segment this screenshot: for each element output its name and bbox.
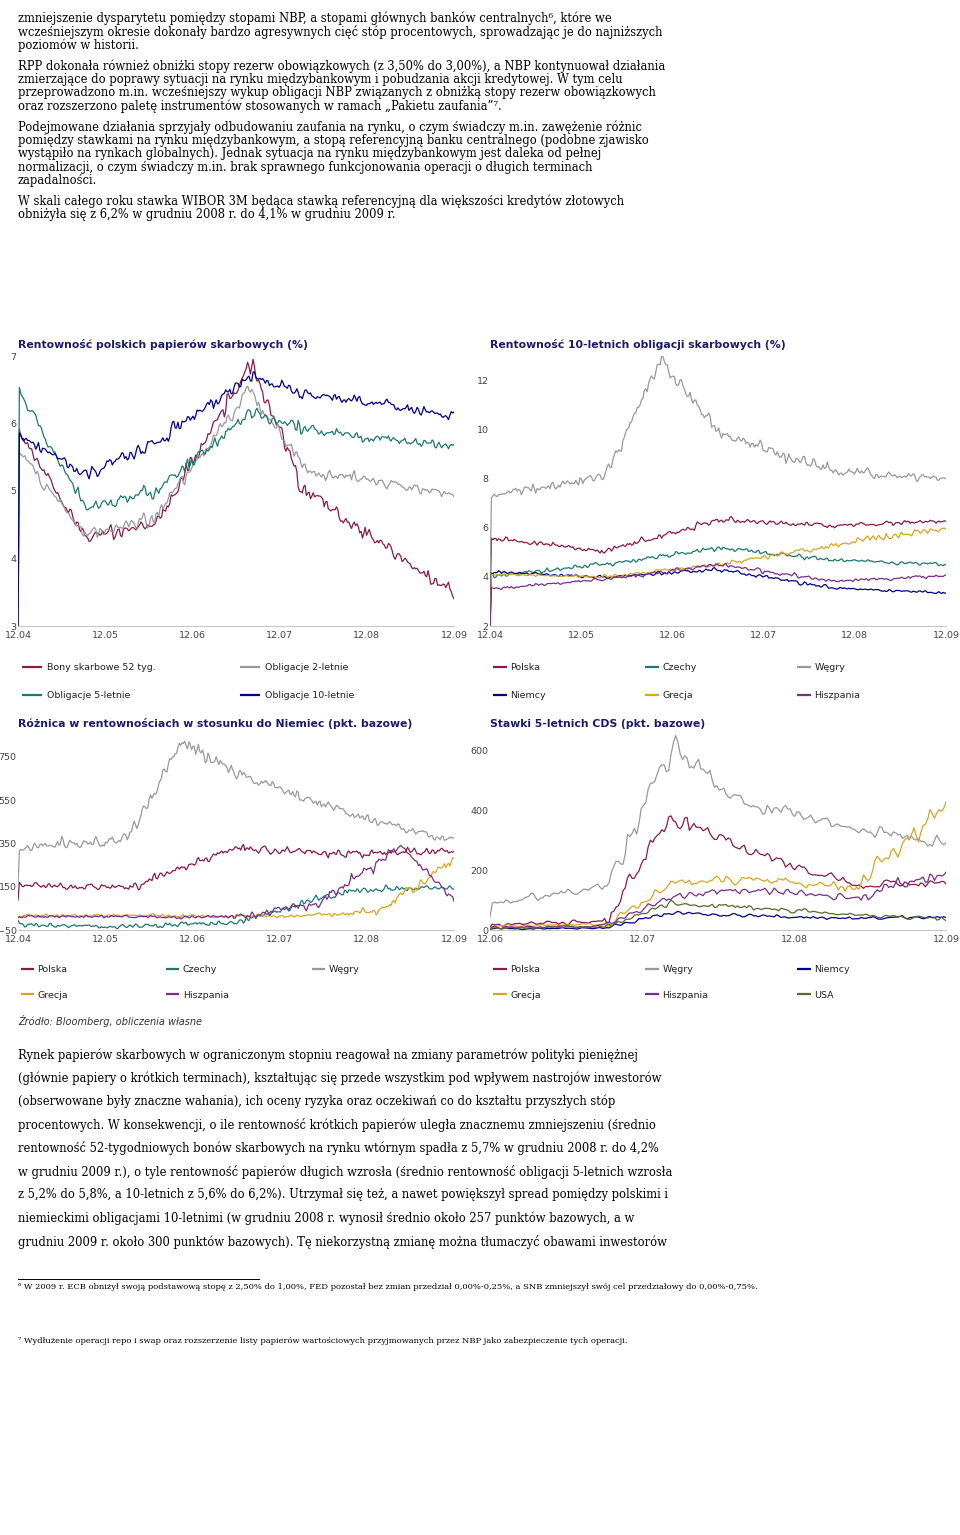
Text: niemieckimi obligacjami 10-letnimi (w grudniu 2008 r. wynosił średnio około 257 : niemieckimi obligacjami 10-letnimi (w gr… [18,1211,635,1225]
Text: zapadalności.: zapadalności. [18,175,97,187]
Text: Węgry: Węgry [662,966,693,975]
Text: Stawki 5-letnich CDS (pkt. bazowe): Stawki 5-letnich CDS (pkt. bazowe) [490,718,706,729]
Text: rentowność 52-tygodniowych bonów skarbowych na rynku wtórnym spadła z 5,7% w gru: rentowność 52-tygodniowych bonów skarbow… [18,1142,659,1156]
Text: ⁷ Wydłużenie operacji repo i swap oraz rozszerzenie listy papierów wartościowych: ⁷ Wydłużenie operacji repo i swap oraz r… [18,1337,628,1345]
Text: w grudniu 2009 r.), o tyle rentowność papierów długich wzrosła (średnio rentowno: w grudniu 2009 r.), o tyle rentowność pa… [18,1165,672,1179]
Text: (głównie papiery o krótkich terminach), kształtując się przede wszystkim pod wpł: (głównie papiery o krótkich terminach), … [18,1071,661,1085]
Text: Obligacje 10-letnie: Obligacje 10-letnie [265,691,355,700]
Text: Hiszpania: Hiszpania [814,691,860,700]
Text: Węgry: Węgry [814,663,846,672]
Text: ⁶ W 2009 r. ECB obniżył swoją podstawową stopę z 2,50% do 1,00%, FED pozostał be: ⁶ W 2009 r. ECB obniżył swoją podstawową… [18,1283,757,1291]
Text: obniżyła się z 6,2% w grudniu 2008 r. do 4,1% w grudniu 2009 r.: obniżyła się z 6,2% w grudniu 2008 r. do… [18,209,396,221]
Text: Rentowność polskich papierów skarbowych (%): Rentowność polskich papierów skarbowych … [18,339,308,350]
Text: poziomów w historii.: poziomów w historii. [18,38,139,52]
Text: RPP dokonała również obniżki stopy rezerw obowiązkowych (z 3,50% do 3,00%), a NB: RPP dokonała również obniżki stopy rezer… [18,60,665,74]
Text: Rynek papierów skarbowych w ograniczonym stopniu reagował na zmiany parametrów p: Rynek papierów skarbowych w ograniczonym… [18,1048,637,1062]
Text: Czechy: Czechy [183,966,217,975]
Text: Źródło: Bloomberg, obliczenia własne: Źródło: Bloomberg, obliczenia własne [18,1015,202,1027]
Text: wcześniejszym okresie dokonały bardzo agresywnych cięć stóp procentowych, sprowa: wcześniejszym okresie dokonały bardzo ag… [18,26,662,40]
Text: Węgry: Węgry [328,966,359,975]
Text: USA: USA [814,990,834,999]
Text: Grecja: Grecja [662,691,693,700]
Text: Polska: Polska [511,966,540,975]
Text: pomiędzy stawkami na rynku międzybankowym, a stopą referencyjną banku centralneg: pomiędzy stawkami na rynku międzybankowy… [18,134,649,147]
Text: Obligacje 2-letnie: Obligacje 2-letnie [265,663,348,672]
Text: (obserwowane były znaczne wahania), ich oceny ryzyka oraz oczekiwań co do kształ: (obserwowane były znaczne wahania), ich … [18,1094,615,1108]
Text: z 5,2% do 5,8%, a 10-letnich z 5,6% do 6,2%). Utrzymał się też, a nawet powiększ: z 5,2% do 5,8%, a 10-letnich z 5,6% do 6… [18,1188,668,1200]
Text: 12: 12 [881,1504,906,1523]
Text: Niemcy: Niemcy [511,691,546,700]
Text: Polska: Polska [37,966,67,975]
Text: Bony skarbowe 52 tyg.: Bony skarbowe 52 tyg. [47,663,156,672]
Text: Polska: Polska [511,663,540,672]
Text: przeprowadzono m.in. wcześniejszy wykup obligacji NBP związanych z obniżką stopy: przeprowadzono m.in. wcześniejszy wykup … [18,86,656,100]
Text: Grecja: Grecja [511,990,541,999]
Text: normalizacji, o czym świadczy m.in. brak sprawnego funkcjonowania operacji o dłu: normalizacji, o czym świadczy m.in. brak… [18,161,592,173]
Text: Czechy: Czechy [662,663,697,672]
Text: Podejmowane działania sprzyjały odbudowaniu zaufania na rynku, o czym świadczy m: Podejmowane działania sprzyjały odbudowa… [18,121,642,134]
Text: Obligacje 5-letnie: Obligacje 5-letnie [47,691,131,700]
Text: oraz rozszerzono paletę instrumentów stosowanych w ramach „Pakietu zaufania”⁷.: oraz rozszerzono paletę instrumentów sto… [18,100,502,114]
Text: wystąpiło na rynkach globalnych). Jednak sytuacja na rynku międzybankowym jest d: wystąpiło na rynkach globalnych). Jednak… [18,147,601,161]
Text: grudniu 2009 r. około 300 punktów bazowych). Tę niekorzystną zmianę można tłumac: grudniu 2009 r. około 300 punktów bazowy… [18,1234,667,1248]
Text: Hiszpania: Hiszpania [662,990,708,999]
Text: Rentowność 10-letnich obligacji skarbowych (%): Rentowność 10-letnich obligacji skarbowy… [490,339,785,350]
Text: procentowych. W konsekwencji, o ile rentowność krótkich papierów uległa znacznem: procentowych. W konsekwencji, o ile rent… [18,1117,656,1131]
Text: W skali całego roku stawka WIBOR 3M będąca stawką referencyjną dla większości kr: W skali całego roku stawka WIBOR 3M będą… [18,195,624,209]
Text: Grecja: Grecja [37,990,68,999]
Text: Hiszpania: Hiszpania [183,990,228,999]
Text: zmniejszenie dysparytetu pomiędzy stopami NBP, a stopami głównych banków central: zmniejszenie dysparytetu pomiędzy stopam… [18,12,612,26]
Text: Niemcy: Niemcy [814,966,851,975]
Text: zmierzające do poprawy sytuacji na rynku międzybankowym i pobudzania akcji kredy: zmierzające do poprawy sytuacji na rynku… [18,74,623,86]
Text: Różnica w rentownościach w stosunku do Niemiec (pkt. bazowe): Różnica w rentownościach w stosunku do N… [18,718,412,729]
